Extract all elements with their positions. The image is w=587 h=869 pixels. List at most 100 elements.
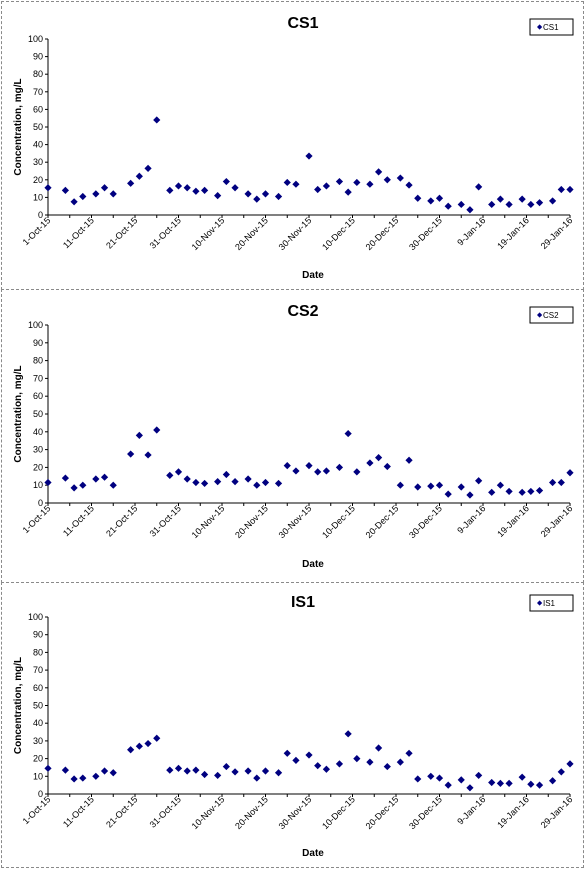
data-point (414, 483, 422, 491)
y-tick-label: 20 (33, 462, 43, 472)
x-tick-label: 10-Dec-15 (320, 503, 357, 540)
y-axis-label: Concentration, mg/L (13, 78, 24, 175)
data-point (375, 454, 383, 462)
data-point (244, 475, 252, 483)
data-point (109, 190, 117, 198)
data-point (488, 488, 496, 496)
data-point (496, 481, 504, 489)
data-point (435, 194, 444, 202)
y-axis-label: Concentration, mg/L (13, 657, 24, 754)
data-point (566, 185, 574, 194)
data-point (292, 467, 300, 475)
data-point (174, 468, 183, 476)
x-tick-label: 1-Oct-15 (21, 215, 53, 247)
x-tick-label: 30-Dec-15 (407, 503, 444, 540)
data-point (566, 469, 574, 477)
x-tick-label: 21-Oct-15 (104, 503, 139, 538)
data-point (166, 766, 174, 774)
data-point (44, 764, 52, 772)
data-point (274, 769, 283, 777)
data-point (344, 730, 352, 738)
data-point (44, 184, 52, 192)
data-point (305, 751, 313, 759)
y-tick-label: 40 (33, 427, 43, 437)
y-tick-label: 0 (38, 210, 43, 220)
data-point (92, 475, 100, 483)
data-point (222, 177, 230, 186)
data-point (457, 776, 465, 784)
data-point (527, 780, 535, 788)
x-tick-label: 19-Jan-16 (495, 503, 531, 539)
y-tick-label: 40 (33, 718, 43, 728)
data-point (192, 766, 200, 774)
data-point (231, 184, 239, 192)
data-point (61, 474, 69, 482)
x-tick-label: 10-Dec-15 (320, 215, 357, 252)
x-tick-label: 20-Dec-15 (364, 794, 401, 831)
data-point (475, 477, 483, 485)
data-point (192, 478, 200, 487)
data-point (396, 174, 404, 182)
y-tick-label: 30 (33, 157, 43, 167)
x-tick-label: 1-Oct-15 (21, 794, 53, 826)
x-tick-label: 31-Oct-15 (148, 503, 183, 538)
x-tick-label: 10-Nov-15 (190, 794, 227, 831)
data-point (109, 769, 117, 777)
data-point (557, 768, 565, 776)
data-point (261, 767, 270, 775)
data-point (457, 200, 465, 209)
data-point (283, 749, 291, 757)
y-tick-label: 60 (33, 104, 43, 114)
y-tick-label: 70 (33, 87, 43, 97)
data-point (475, 183, 483, 191)
legend-marker (537, 24, 543, 30)
legend-box (529, 18, 574, 36)
y-tick-label: 90 (33, 338, 43, 348)
data-point (488, 778, 496, 787)
data-point (405, 749, 413, 757)
x-tick-label: 9-Jan-16 (455, 503, 487, 535)
y-tick-label: 100 (28, 34, 43, 44)
x-axis-label: Date (302, 848, 324, 859)
data-point (496, 195, 504, 203)
x-tick-label: 1-Oct-15 (21, 503, 53, 535)
y-tick-label: 10 (33, 771, 43, 781)
chart-panel-cs2: CS2 CS2 0 10 20 30 40 50 60 70 80 90 100 1-Oct-15 11-O… (1, 289, 584, 583)
data-point (322, 467, 330, 475)
chart-panel-cs1: CS1 CS1 0 10 20 30 40 50 60 70 80 90 100 1-Oct-15 11-O… (1, 1, 584, 290)
y-tick-label: 10 (33, 480, 43, 490)
data-point (414, 194, 422, 202)
chart-panel-is1: IS1 IS1 0 10 20 30 40 50 60 70 80 90 100 1-Oct-15 11-O… (1, 582, 584, 868)
data-point (153, 734, 161, 742)
x-tick-label: 19-Jan-16 (495, 215, 531, 251)
x-tick-label: 30-Nov-15 (277, 215, 314, 252)
data-point (322, 765, 330, 773)
data-point (231, 478, 239, 486)
data-point (214, 192, 222, 200)
data-point (383, 176, 391, 184)
data-point (144, 451, 152, 459)
data-point (153, 116, 161, 124)
data-point (305, 152, 313, 160)
y-tick-label: 60 (33, 683, 43, 693)
data-point (166, 471, 174, 480)
data-point (518, 195, 526, 203)
x-tick-label: 10-Nov-15 (190, 215, 227, 252)
x-tick-label: 29-Jan-16 (539, 794, 575, 830)
data-point (535, 199, 544, 207)
x-tick-label: 29-Jan-16 (539, 215, 575, 251)
data-point (488, 200, 496, 209)
data-point (231, 768, 239, 776)
data-point (79, 481, 87, 489)
data-point (566, 760, 574, 768)
data-point (261, 190, 270, 198)
data-point (92, 190, 100, 198)
data-point (518, 488, 526, 496)
data-point (496, 779, 504, 787)
data-point (201, 770, 209, 779)
data-point (253, 481, 261, 489)
data-point (135, 742, 143, 750)
data-point (144, 164, 152, 172)
data-point (557, 185, 565, 194)
data-point (70, 775, 78, 783)
